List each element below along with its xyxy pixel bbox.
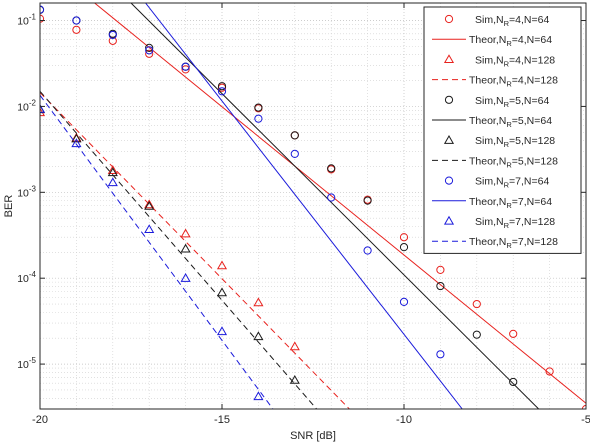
axis-ticks: -20 -15 -10 -5 10-5 10-4 10-3 10-2 10-1: [17, 3, 590, 426]
legend-entry-label: Theor,NR=5,N=64: [469, 115, 552, 129]
legend-entry-label: Theor,NR=5,N=128: [469, 155, 558, 169]
grid: [39, 3, 587, 409]
data-point-s8: [108, 30, 117, 40]
data-point-s8: [290, 149, 299, 159]
data-point-s8: [72, 16, 81, 25]
data-point-s0: [72, 25, 81, 34]
legend-entry-label: Sim,NR=4,N=64: [475, 14, 549, 28]
data-point-s2: [144, 199, 155, 209]
x-tick-label: -5: [581, 414, 590, 426]
axes-box: [39, 2, 587, 410]
data-point-s4: [145, 43, 154, 53]
plot-area: [40, 3, 586, 409]
data-point-s2: [253, 297, 264, 307]
data-point-s4: [363, 196, 372, 205]
data-point-s6: [180, 243, 191, 253]
data-point-s4: [327, 164, 336, 173]
legend-marker-swatch: [443, 54, 455, 64]
x-tick-label: -20: [32, 414, 48, 426]
data-point-s6: [216, 287, 228, 297]
data-point-s4: [290, 131, 299, 140]
legend: Sim,NR=4,N=64 Theor,NR=4,N=64 Sim,NR=4,N=1…: [423, 6, 582, 254]
data-point-s8: [145, 46, 154, 55]
data-point-s2: [289, 341, 300, 351]
data-point-s10: [216, 326, 228, 336]
data-point-s4: [399, 243, 409, 252]
data-point-s8: [327, 193, 336, 202]
x-tick-label: -10: [396, 414, 412, 426]
data-point-s0: [436, 265, 445, 274]
y-tick-label: 10-3: [17, 184, 36, 199]
data-point-s2: [180, 228, 191, 238]
data-point-s4: [436, 281, 445, 291]
legend-entry-label: Theor,NR=7,N=64: [469, 196, 552, 210]
legend-entry-label: Theor,NR=4,N=128: [469, 75, 558, 89]
data-point-s4: [254, 103, 263, 112]
data-point-s0: [145, 49, 154, 58]
data-point-s4: [509, 377, 518, 387]
data-point-s4: [217, 82, 227, 91]
legend-marker-swatch: [443, 215, 455, 225]
data-point-s0: [472, 299, 481, 309]
legend-entry-label: Theor,NR=4,N=64: [469, 34, 552, 48]
y-tick-label: 10-2: [17, 98, 36, 113]
y-tick-label: 10-4: [17, 270, 36, 285]
data-point-s10: [253, 391, 264, 401]
y-tick-label: 10-5: [17, 356, 36, 371]
legend-entry-label: Sim,NR=5,N=128: [475, 135, 555, 149]
series-line-9: [145, 3, 463, 409]
data-point-s6: [107, 167, 118, 177]
data-point-s6: [289, 374, 300, 384]
legend-marker-swatch: [444, 95, 454, 104]
legend-entry-label: Sim,NR=7,N=128: [475, 216, 555, 230]
data-point-s6: [253, 331, 264, 341]
series-line-7: [40, 90, 318, 409]
legend-marker-swatch: [443, 134, 455, 144]
x-axis-label: SNR [dB]: [290, 430, 336, 442]
data-point-s10: [71, 138, 82, 148]
data-point-s6: [71, 133, 82, 143]
data-point-s0: [509, 329, 518, 338]
series-line-11: [40, 94, 274, 409]
data-point-s2: [107, 165, 118, 175]
data-point-s0: [545, 367, 554, 376]
legend-entry-label: Sim,NR=7,N=64: [475, 176, 549, 190]
data-point-s0: [399, 233, 409, 242]
data-point-s10: [107, 177, 118, 187]
legend-entry-label: Sim,NR=5,N=64: [475, 95, 549, 109]
data-point-s8: [254, 114, 263, 123]
data-point-s8: [399, 297, 409, 306]
legend-box: [423, 6, 582, 254]
data-point-s8: [181, 62, 190, 71]
data-point-s10: [180, 272, 191, 282]
data-point-s0: [181, 65, 190, 74]
data-point-s2: [216, 260, 228, 270]
data-point-s8: [217, 87, 227, 96]
data-point-s8: [363, 246, 372, 255]
data-point-s4: [472, 330, 481, 339]
legend-entry-label: Theor,NR=7,N=128: [469, 236, 558, 250]
series-line-1: [94, 3, 586, 404]
legend-entry-label: Sim,NR=4,N=128: [475, 54, 555, 68]
data-point-s10: [144, 224, 155, 234]
y-axis-label: BER: [3, 195, 15, 218]
legend-marker-swatch: [444, 14, 454, 24]
data-point-s10: [40, 103, 46, 113]
legend-marker-swatch: [444, 176, 454, 185]
x-tick-label: -15: [214, 414, 230, 426]
data-point-s8: [436, 350, 445, 359]
y-tick-label: 10-1: [17, 13, 36, 28]
series-line-3: [40, 92, 350, 409]
data-point-s6: [144, 200, 155, 210]
